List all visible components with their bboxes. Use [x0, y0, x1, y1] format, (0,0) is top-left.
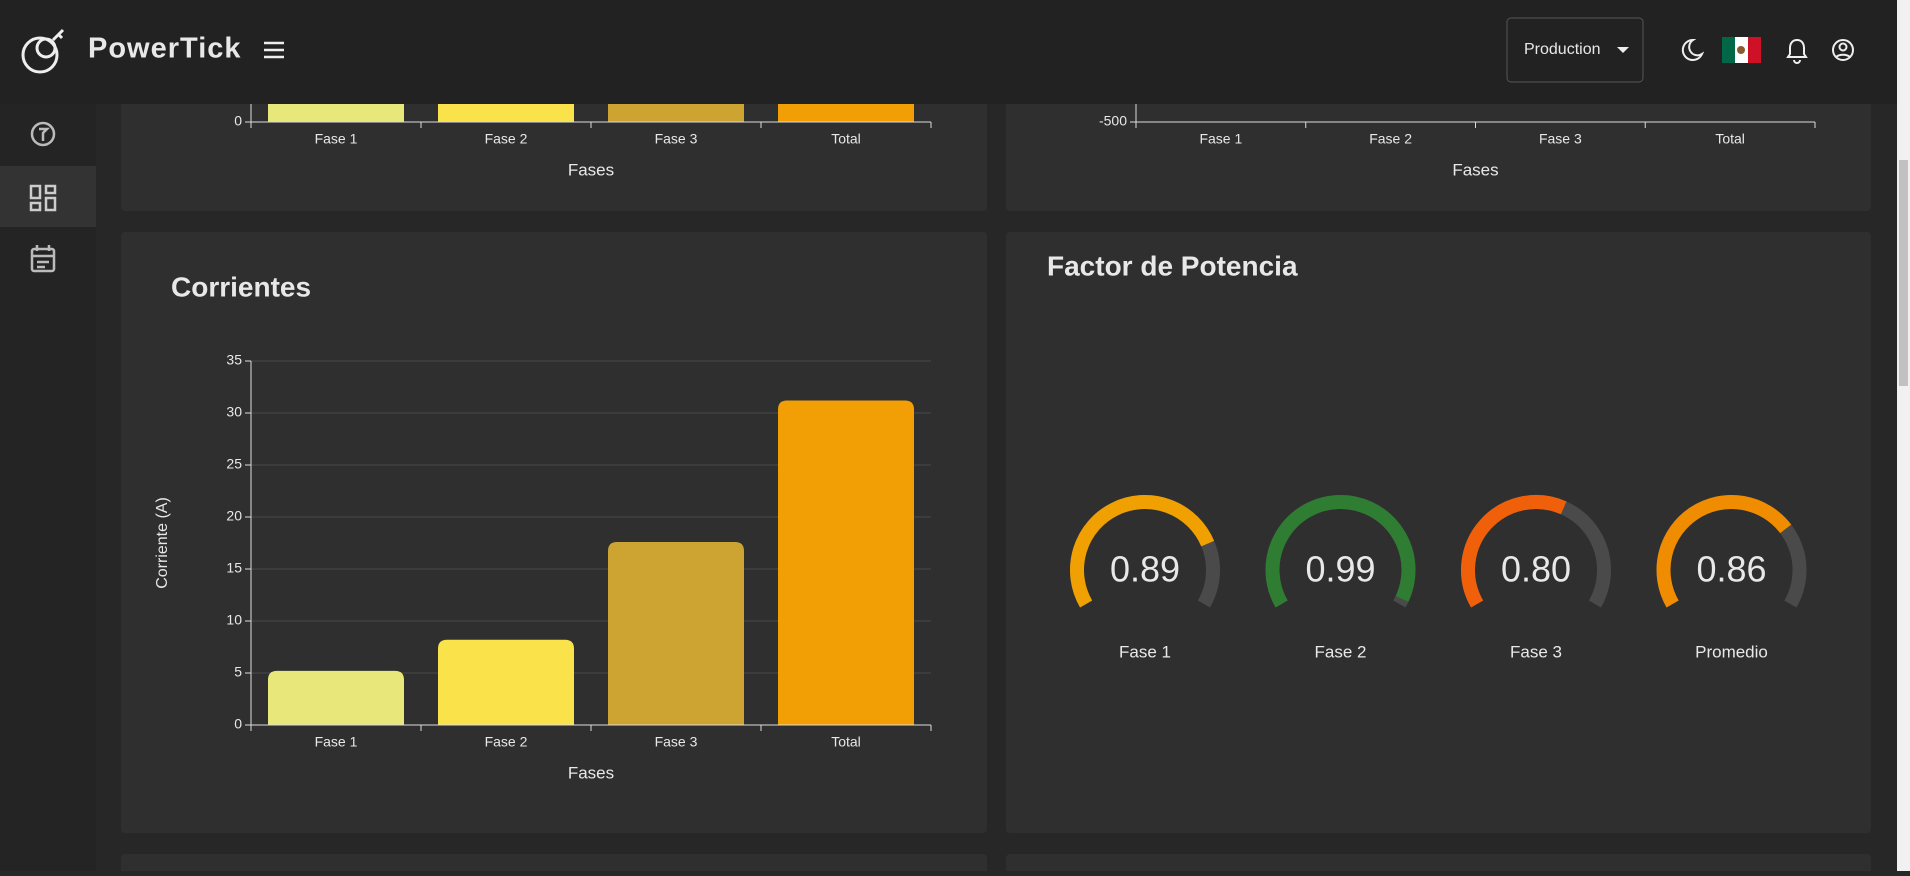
- theme-toggle[interactable]: [1681, 38, 1705, 61]
- x-tick-label: Fase 2: [485, 734, 528, 750]
- nav-gauge[interactable]: [30, 121, 56, 147]
- x-tick-label: Fase 3: [655, 131, 698, 147]
- x-tick-label: Fase 2: [485, 131, 528, 147]
- gauge-value: [1265, 495, 1416, 608]
- x-tick-label: Fase 2: [1369, 131, 1412, 147]
- notifications[interactable]: [1786, 38, 1808, 64]
- x-tick-label: Total: [831, 734, 861, 750]
- x-axis-title: Fases: [568, 160, 614, 179]
- y-tick-label: 30: [226, 404, 242, 420]
- y-tick-label: 20: [226, 508, 242, 524]
- gauge-value-label: 0.86: [1696, 549, 1766, 590]
- x-axis-title: Fases: [568, 763, 614, 782]
- y-tick-label: -500: [1099, 113, 1127, 129]
- gauge-value-label: 0.89: [1110, 549, 1180, 590]
- bar: [608, 541, 744, 725]
- gauge-value: [1070, 495, 1215, 608]
- gauge-value-label: 0.80: [1501, 549, 1571, 590]
- scrollbar-thumb[interactable]: [1899, 160, 1908, 386]
- y-tick-label: 5: [234, 664, 242, 680]
- y-tick-label: 0: [234, 716, 242, 732]
- bar: [268, 670, 404, 725]
- dropdown-arrow: [1617, 47, 1629, 53]
- chart-title: Corrientes: [171, 271, 311, 302]
- environment-select[interactable]: [1506, 17, 1644, 83]
- sidebar: [0, 0, 96, 871]
- nav-calendar[interactable]: [30, 245, 56, 273]
- logo: [21, 28, 65, 74]
- x-tick-label: Total: [831, 131, 861, 147]
- scrollbar-track: [1897, 0, 1910, 871]
- sidebar-active: [0, 166, 96, 227]
- x-tick-label: Fase 1: [315, 131, 358, 147]
- nav-dashboard[interactable]: [29, 184, 57, 212]
- gauge-value-label: 0.99: [1305, 549, 1375, 590]
- menu-button[interactable]: [264, 41, 284, 59]
- x-tick-label: Fase 1: [315, 734, 358, 750]
- y-tick-label: 10: [226, 612, 242, 628]
- chart-title: Factor de Potencia: [1047, 250, 1298, 281]
- bar: [778, 400, 914, 725]
- y-axis-title: Corriente (A): [154, 497, 171, 589]
- gauge-label: Promedio: [1695, 642, 1768, 661]
- account[interactable]: [1832, 39, 1854, 61]
- y-tick-label: 25: [226, 456, 242, 472]
- app-bar: [0, 0, 1897, 104]
- gauge-value: [1461, 495, 1567, 608]
- card: [1006, 232, 1871, 833]
- x-tick-label: Total: [1715, 131, 1745, 147]
- gauge-label: Fase 3: [1510, 642, 1562, 661]
- gauge-label: Fase 1: [1119, 642, 1171, 661]
- y-tick-label: 35: [226, 352, 242, 368]
- brand: PowerTick: [88, 33, 242, 65]
- gauge-value: [1656, 495, 1792, 608]
- x-axis-title: Fases: [1452, 160, 1498, 179]
- y-tick-label: 0: [234, 113, 242, 129]
- x-tick-label: Fase 1: [1199, 131, 1242, 147]
- environment-value: Production: [1524, 41, 1601, 58]
- gauge-label: Fase 2: [1315, 642, 1367, 661]
- language-flag[interactable]: [1722, 37, 1761, 63]
- x-tick-label: Fase 3: [1539, 131, 1582, 147]
- bar: [438, 639, 574, 725]
- y-tick-label: 15: [226, 560, 242, 576]
- card: [121, 854, 987, 876]
- card: [1006, 854, 1871, 876]
- x-tick-label: Fase 3: [655, 734, 698, 750]
